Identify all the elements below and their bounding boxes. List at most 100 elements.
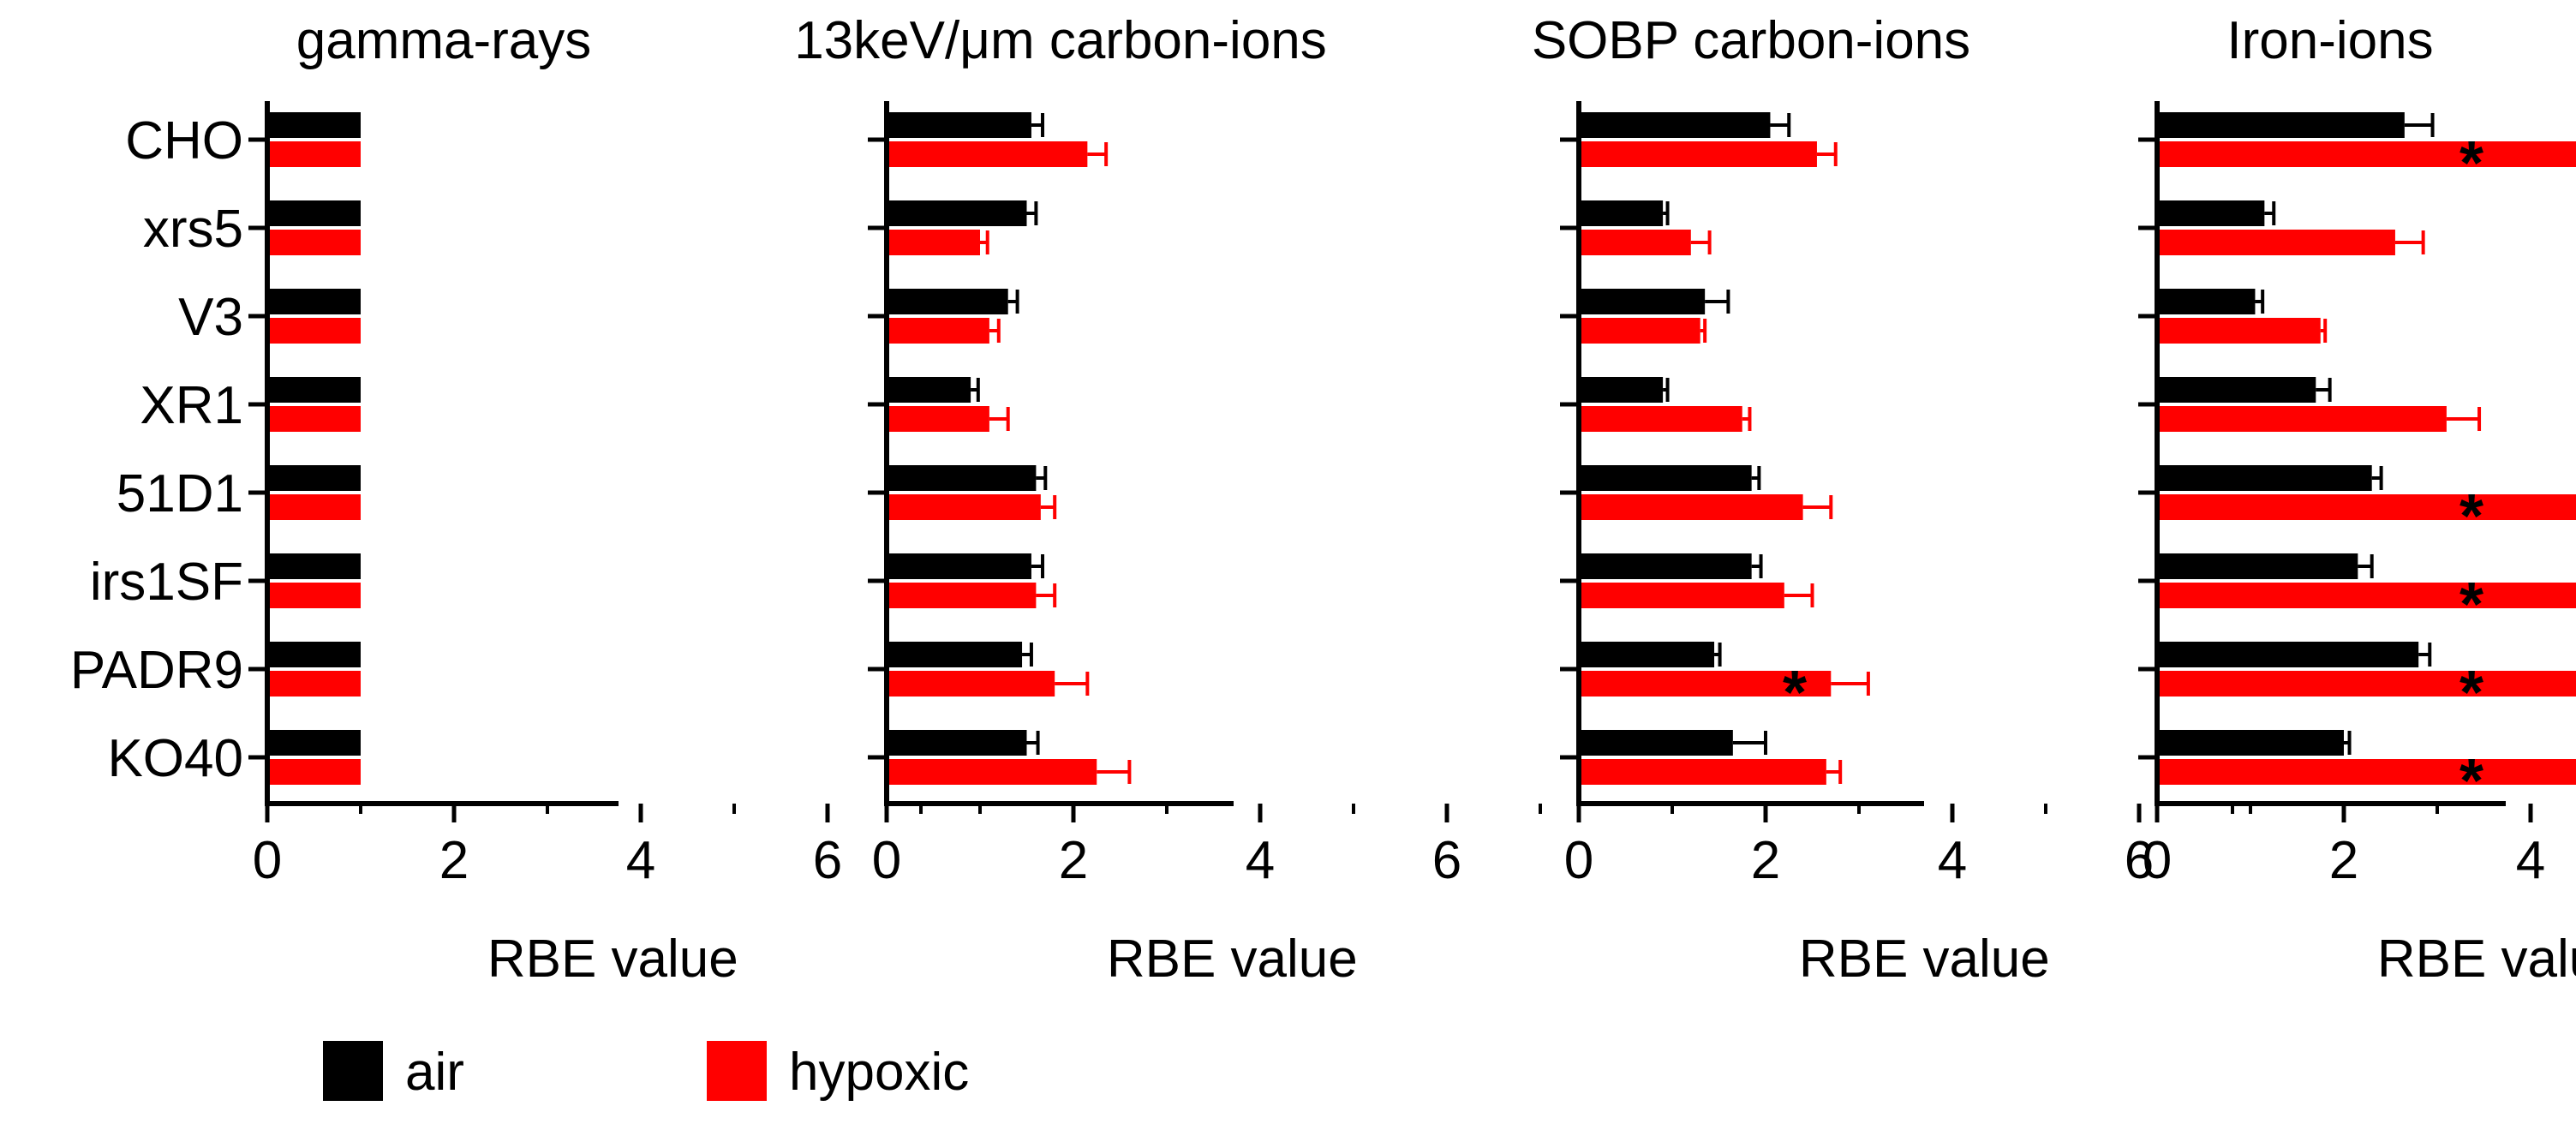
hypoxic-bar (1581, 318, 1700, 344)
category-label: CHO (125, 111, 243, 170)
significance-star: * (2459, 571, 2483, 639)
x-tick-label: 4 (626, 831, 655, 890)
hypoxic-bar (889, 759, 1097, 785)
hypoxic-bar (1581, 671, 1832, 697)
hypoxic-bar (1581, 759, 1826, 785)
hypoxic-bar (1581, 230, 1691, 255)
hypoxic-bar (270, 406, 361, 432)
hypoxic-bar (889, 141, 1088, 167)
x-tick-label: 2 (1059, 831, 1088, 890)
hypoxic-bar (1581, 141, 1817, 167)
category-label: V3 (178, 288, 243, 347)
significance-star: * (2459, 129, 2483, 198)
air-bar (1581, 112, 1771, 138)
hypoxic-bar (2160, 583, 2576, 608)
x-tick-label: 0 (872, 831, 901, 890)
hypoxic-bar (1581, 406, 1742, 432)
x-tick-label: 4 (2516, 831, 2545, 890)
significance-star: * (2459, 482, 2483, 551)
air-bar (2160, 200, 2265, 226)
category-label: xrs5 (143, 200, 243, 259)
hypoxic-bar (270, 141, 361, 167)
air-bar (1581, 553, 1752, 579)
x-axis-label: RBE value (2377, 930, 2576, 989)
x-tick-label: 0 (1564, 831, 1593, 890)
significance-star: * (2459, 747, 2483, 816)
hypoxic-legend-label: hypoxic (789, 1043, 969, 1102)
air-bar (889, 642, 1023, 667)
category-label: XR1 (140, 376, 243, 435)
x-axis-label: RBE value (1799, 930, 2050, 989)
air-bar (889, 289, 1008, 314)
panel-title: gamma-rays (296, 11, 592, 70)
air-bar (2160, 465, 2372, 491)
hypoxic-bar (2160, 406, 2447, 432)
x-tick-label: 0 (2143, 831, 2172, 890)
hypoxic-bar (1581, 494, 1803, 520)
panel-title: Iron-ions (2226, 11, 2433, 70)
air-bar (2160, 289, 2256, 314)
hypoxic-bar (270, 759, 361, 785)
hypoxic-bar (2160, 494, 2576, 520)
air-bar (270, 112, 361, 138)
hypoxic-bar (270, 318, 361, 344)
x-tick-label: 4 (1938, 831, 1967, 890)
x-tick-label: 4 (1246, 831, 1275, 890)
hypoxic-bar (889, 406, 989, 432)
category-label: 51D1 (117, 464, 243, 523)
panel-title: SOBP carbon-ions (1532, 11, 1970, 70)
x-tick-label: 2 (439, 831, 469, 890)
x-axis-label: RBE value (487, 930, 738, 989)
air-bar (1581, 377, 1664, 403)
hypoxic-bar (889, 230, 980, 255)
panel-title: 13keV/μm carbon-ions (794, 11, 1327, 70)
hypoxic-bar (2160, 318, 2321, 344)
x-tick-label: 2 (2329, 831, 2358, 890)
hypoxic-bar (270, 230, 361, 255)
hypoxic-bar (889, 583, 1037, 608)
x-tick-label: 6 (1432, 831, 1461, 890)
air-bar (2160, 553, 2358, 579)
significance-star: * (1783, 659, 1807, 727)
x-tick-label: 2 (1751, 831, 1780, 890)
hypoxic-bar (889, 671, 1055, 697)
hypoxic-legend-swatch (707, 1041, 767, 1101)
air-bar (2160, 112, 2405, 138)
air-bar (1581, 289, 1706, 314)
air-bar (889, 200, 1027, 226)
air-bar (1581, 730, 1733, 756)
air-bar (889, 553, 1031, 579)
air-bar (270, 377, 361, 403)
hypoxic-bar (270, 671, 361, 697)
hypoxic-bar (270, 583, 361, 608)
x-tick-label: 6 (2125, 831, 2154, 890)
air-bar (2160, 730, 2344, 756)
hypoxic-bar (2160, 141, 2576, 167)
air-bar (270, 465, 361, 491)
air-bar (889, 465, 1037, 491)
hypoxic-bar (2160, 671, 2576, 697)
air-bar (1581, 200, 1664, 226)
air-bar (270, 553, 361, 579)
air-bar (270, 200, 361, 226)
air-bar (889, 730, 1027, 756)
air-bar (2160, 642, 2419, 667)
x-tick-label: 0 (253, 831, 282, 890)
hypoxic-bar (1581, 583, 1784, 608)
air-bar (1581, 465, 1752, 491)
hypoxic-bar (2160, 759, 2576, 785)
air-bar (2160, 377, 2316, 403)
hypoxic-bar (889, 494, 1041, 520)
hypoxic-bar (889, 318, 989, 344)
hypoxic-bar (270, 494, 361, 520)
x-tick-label: 6 (813, 831, 842, 890)
category-label: irs1SF (90, 553, 243, 612)
air-legend-swatch (323, 1041, 383, 1101)
air-bar (270, 289, 361, 314)
x-axis-label: RBE value (1107, 930, 1358, 989)
air-legend-label: air (405, 1043, 464, 1102)
air-bar (1581, 642, 1715, 667)
hypoxic-bar (2160, 230, 2395, 255)
significance-star: * (2459, 659, 2483, 727)
